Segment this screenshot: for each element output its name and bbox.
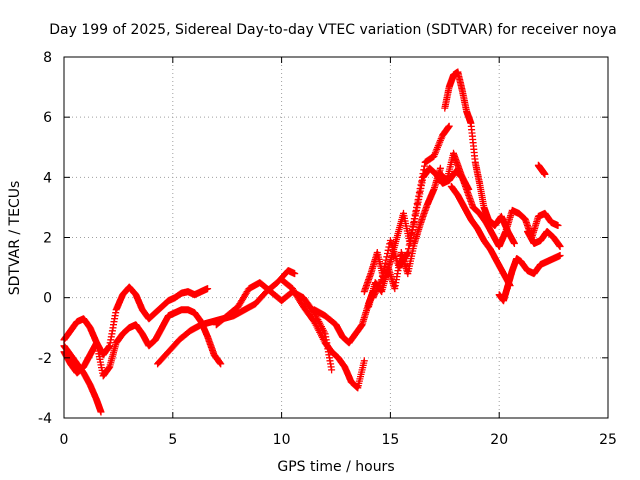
series-trace-p bbox=[534, 161, 549, 178]
y-axis-ticks: -4 -2 0 2 4 6 8 bbox=[38, 50, 608, 427]
x-axis-label: GPS time / hours bbox=[277, 459, 394, 475]
chart-title: Day 199 of 2025, Sidereal Day-to-day VTE… bbox=[49, 22, 617, 38]
y-tick-label: -4 bbox=[38, 411, 52, 427]
data-point-markers bbox=[60, 283, 212, 359]
grid-lines bbox=[64, 57, 608, 418]
data-point-markers bbox=[534, 161, 549, 178]
x-tick-label: 10 bbox=[273, 432, 291, 448]
y-tick-label: 0 bbox=[43, 291, 52, 307]
y-tick-label: 8 bbox=[43, 50, 52, 66]
y-tick-label: 2 bbox=[43, 231, 52, 247]
y-tick-label: 6 bbox=[43, 110, 52, 126]
y-axis-label: SDTVAR / TECUs bbox=[7, 181, 23, 296]
y-tick-label: 4 bbox=[43, 170, 52, 186]
series-trace-j bbox=[369, 122, 453, 302]
series-trace-n bbox=[495, 252, 564, 305]
y-tick-label: -2 bbox=[38, 351, 52, 367]
data-point-markers bbox=[524, 228, 564, 250]
series-trace-f bbox=[278, 276, 368, 392]
data-point-markers bbox=[369, 122, 453, 302]
data-point-markers bbox=[278, 276, 368, 392]
series-trace-o bbox=[524, 228, 564, 250]
x-tick-label: 15 bbox=[381, 432, 399, 448]
x-tick-label: 5 bbox=[168, 432, 177, 448]
series-trace-a bbox=[60, 283, 212, 359]
x-axis-ticks: 0 5 10 15 20 25 bbox=[60, 57, 617, 448]
series-trace-m bbox=[447, 182, 514, 290]
data-points bbox=[60, 68, 564, 416]
data-point-markers bbox=[495, 252, 564, 305]
x-tick-label: 0 bbox=[60, 432, 69, 448]
x-tick-label: 25 bbox=[599, 432, 617, 448]
x-tick-label: 20 bbox=[490, 432, 508, 448]
data-point-markers bbox=[447, 182, 514, 290]
